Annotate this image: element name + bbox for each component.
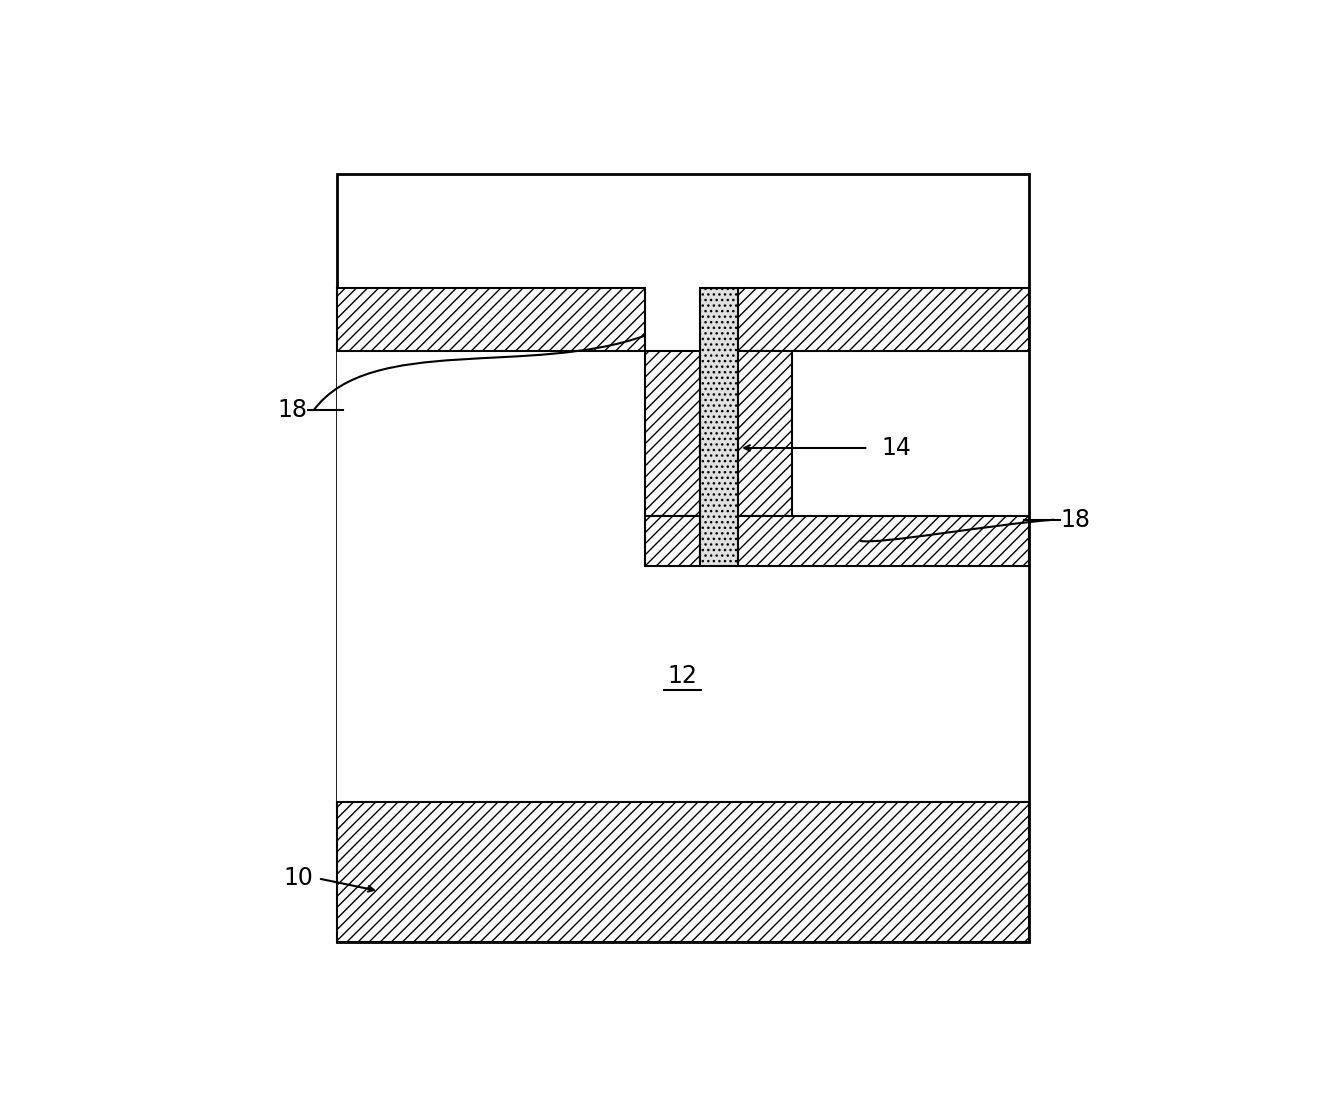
Text: 14: 14	[880, 436, 911, 460]
Bar	[337, 287, 645, 351]
Bar	[338, 351, 1027, 801]
Bar	[699, 287, 738, 567]
Text: 18: 18	[278, 398, 308, 422]
Text: 10: 10	[284, 867, 313, 890]
Bar	[645, 515, 699, 567]
Text: 18: 18	[1060, 507, 1090, 532]
Bar	[738, 515, 1028, 567]
Bar	[337, 173, 1028, 941]
Bar	[337, 802, 1028, 941]
Bar	[645, 351, 699, 515]
Text: 12: 12	[667, 664, 698, 688]
Bar	[738, 351, 793, 515]
Bar	[738, 287, 1028, 351]
